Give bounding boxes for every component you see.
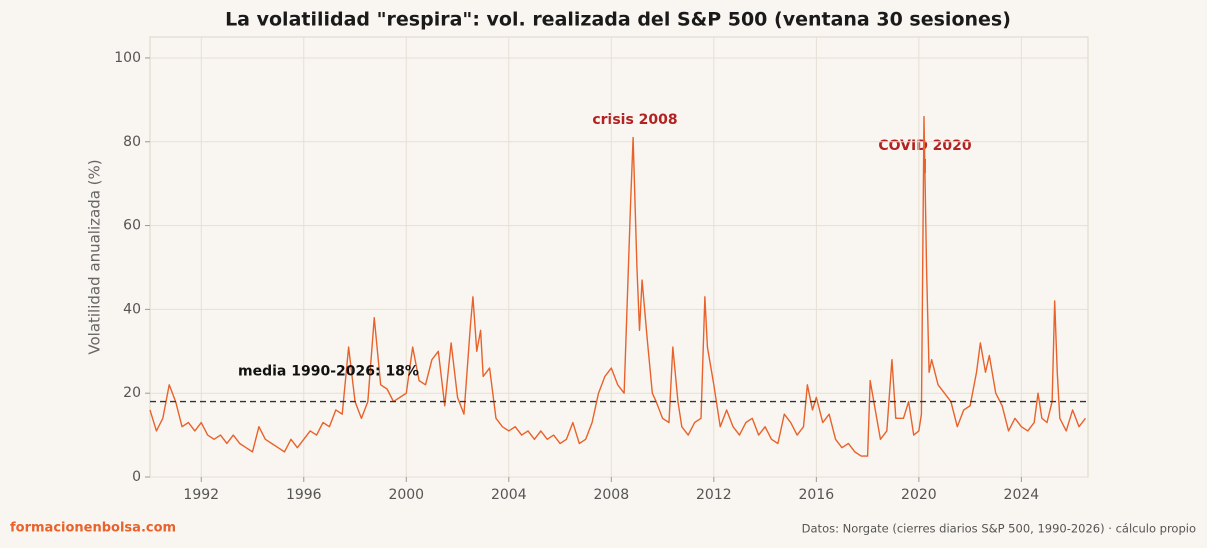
y-tick-label: 80	[123, 134, 141, 150]
y-tick-label: 40	[123, 301, 141, 317]
y-tick-label: 60	[123, 218, 141, 234]
plot-frame	[149, 36, 1089, 478]
x-tick-label: 2004	[491, 487, 527, 503]
x-tick-label: 2000	[388, 487, 424, 503]
x-tick-label: 2024	[1004, 487, 1040, 503]
x-tick-label: 1992	[183, 487, 219, 503]
y-tick-label: 20	[123, 385, 141, 401]
y-tick-label: 100	[114, 50, 141, 66]
reference-label: media 1990-2026: 18%	[238, 364, 419, 380]
data-line	[149, 115, 1086, 457]
source-note: Datos: Norgate (cierres diarios S&P 500,…	[802, 522, 1196, 536]
x-tick-label: 2016	[799, 487, 835, 503]
y-axis-label: Volatilidad anualizada (%)	[86, 159, 104, 354]
y-tick-label: 0	[132, 469, 141, 485]
brand: formacionenbolsa.com	[10, 521, 176, 536]
x-tick-label: 2020	[901, 487, 937, 503]
x-tick-label: 2012	[696, 487, 732, 503]
annotation: crisis 2008	[592, 112, 677, 128]
chart-title: La volatilidad "respira": vol. realizada…	[225, 9, 1011, 31]
x-tick-label: 1996	[286, 487, 322, 503]
x-tick-label: 2008	[593, 487, 629, 503]
